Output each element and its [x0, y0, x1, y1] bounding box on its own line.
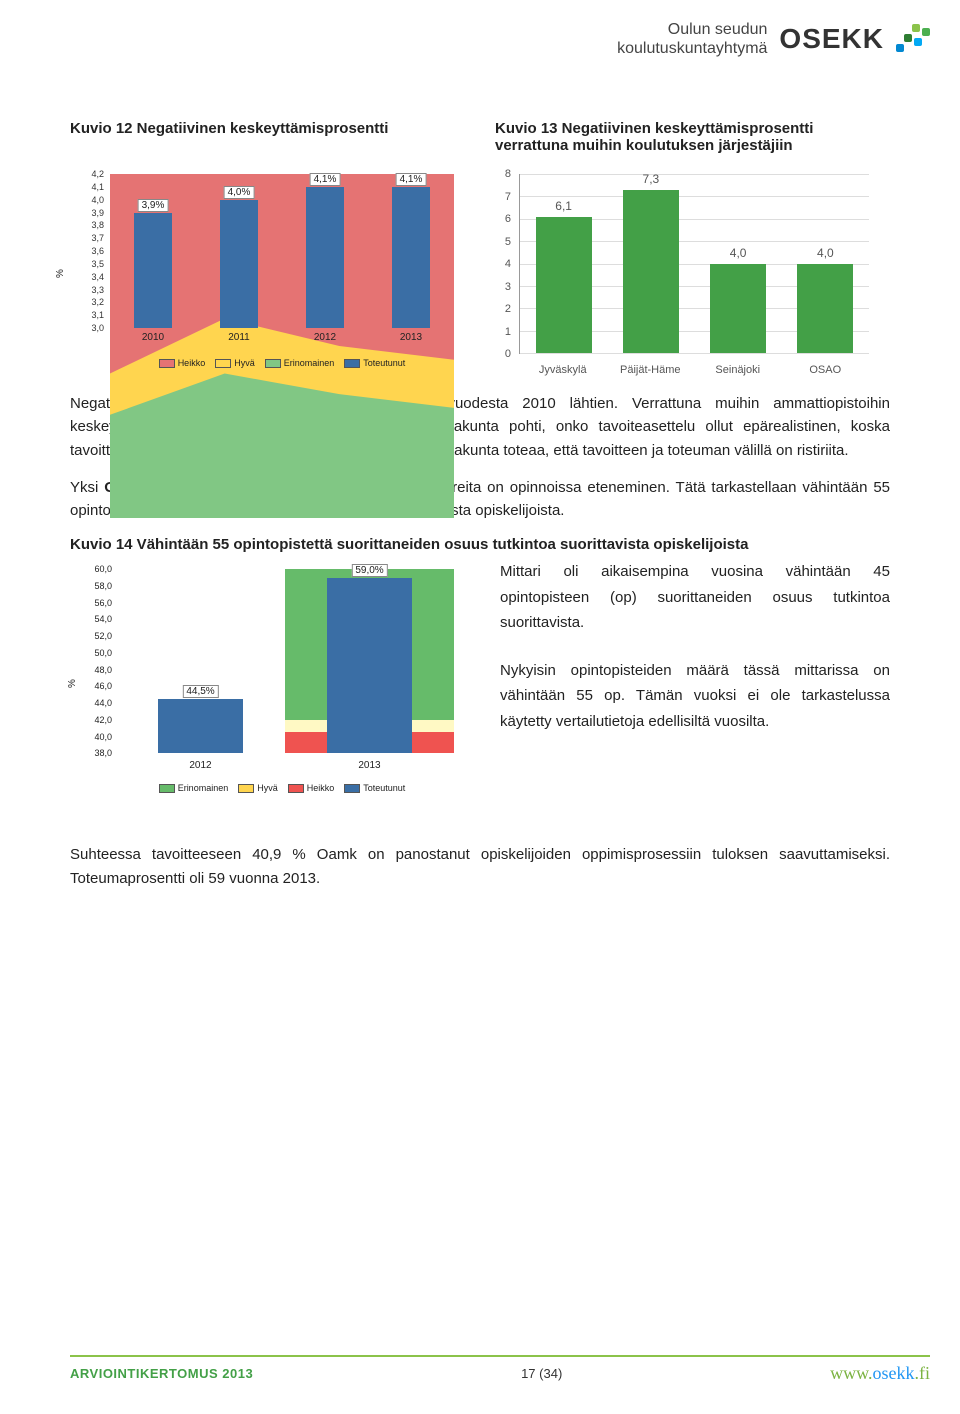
kuvio13-ytick: 3 [505, 281, 511, 293]
kuvio14-title: Kuvio 14 Vähintään 55 opintopistettä suo… [70, 536, 890, 553]
kuvio14-ytick: 60,0 [94, 564, 112, 574]
kuvio12-ytick: 3,6 [91, 246, 104, 256]
kuvio13-chart: 8 7 6 5 4 3 2 1 0 6,1 7,3 4,0 4,0 JyväskyläPäijät-H… [495, 168, 875, 378]
kuvio13-ytick: 1 [505, 326, 511, 338]
kuvio12-bar-label: 4,1% [396, 173, 427, 186]
kuvio14-ylabel: % [67, 679, 78, 688]
logo-dots-icon [890, 24, 930, 54]
kuvio12-xtick: 2011 [196, 332, 282, 346]
kuvio14-legend-item: Erinomainen [159, 783, 229, 793]
kuvio13-bar: 6,1 [536, 217, 592, 353]
kuvio13-title: Kuvio 13 Negatiivinen keskeyttämisprosen… [495, 120, 890, 154]
kuvio13-ytick: 7 [505, 191, 511, 203]
kuvio13-xtick: Päijät-Häme [607, 364, 695, 376]
side-paragraph-1: Mittari oli aikaisempina vuosina vähintä… [500, 559, 890, 636]
footer-url-name: osekk [873, 1363, 915, 1383]
kuvio14-xtick: 2012 [116, 760, 285, 771]
kuvio14-ytick: 58,0 [94, 581, 112, 591]
kuvio12-title: Kuvio 12 Negatiivinen keskeyttämisprosen… [70, 120, 465, 137]
kuvio12-ytick: 3,2 [91, 297, 104, 307]
footer-url-prefix: www. [830, 1363, 872, 1383]
kuvio12-bar: 4,1% [306, 187, 344, 328]
footer-center: 17 (34) [521, 1366, 562, 1381]
kuvio12-ylabel: % [55, 269, 66, 278]
kuvio12-ytick: 3,1 [91, 310, 104, 320]
paragraph-3: Suhteessa tavoitteeseen 40,9 % Oamk on p… [70, 843, 890, 890]
kuvio14-ytick: 56,0 [94, 598, 112, 608]
kuvio14-bar: 44,5% [158, 699, 243, 753]
kuvio12-ytick: 3,4 [91, 272, 104, 282]
kuvio13-xtick: Seinäjoki [694, 364, 782, 376]
kuvio12-legend-item: Toteutunut [344, 358, 405, 368]
kuvio14-ytick: 44,0 [94, 698, 112, 708]
kuvio13-ytick: 8 [505, 168, 511, 180]
kuvio14-ytick: 50,0 [94, 648, 112, 658]
para2-a: Yksi [70, 479, 104, 496]
kuvio13-xtick: Jyväskylä [519, 364, 607, 376]
logo: OSEKK [779, 23, 930, 55]
kuvio13-bar: 4,0 [710, 264, 766, 354]
kuvio13-bar-label: 7,3 [643, 172, 660, 186]
org-line2: koulutuskuntayhtymä [617, 39, 767, 58]
kuvio13-bar: 4,0 [797, 264, 853, 354]
org-name: Oulun seudun koulutuskuntayhtymä [617, 20, 767, 58]
logo-text: OSEKK [779, 23, 884, 55]
kuvio14-legend-item: Hyvä [238, 783, 278, 793]
kuvio14-bar: 59,0% [327, 578, 412, 754]
kuvio14-ytick: 48,0 [94, 665, 112, 675]
kuvio13-ytick: 2 [505, 303, 511, 315]
kuvio14-ytick: 40,0 [94, 732, 112, 742]
kuvio13-ytick: 4 [505, 258, 511, 270]
page-header: Oulun seudun koulutuskuntayhtymä OSEKK [617, 20, 930, 58]
side-paragraph-2: Nykyisin opintopisteiden määrä tässä mit… [500, 658, 890, 735]
kuvio12-bar: 3,9% [134, 213, 172, 329]
org-line1: Oulun seudun [617, 20, 767, 39]
kuvio13-bar-label: 6,1 [555, 199, 572, 213]
kuvio12-ytick: 4,2 [91, 169, 104, 179]
kuvio13-ytick: 0 [505, 348, 511, 360]
kuvio14-ytick: 42,0 [94, 715, 112, 725]
kuvio12-ytick: 3,7 [91, 233, 104, 243]
kuvio12-chart: % 4,24,14,03,93,83,73,63,53,43,33,23,13,… [70, 168, 460, 368]
kuvio12-xtick: 2013 [368, 332, 454, 346]
kuvio14-ytick: 46,0 [94, 681, 112, 691]
kuvio13-ytick: 5 [505, 236, 511, 248]
kuvio12-legend-item: Erinomainen [265, 358, 335, 368]
kuvio12-xtick: 2010 [110, 332, 196, 346]
kuvio12-bar-label: 3,9% [138, 199, 169, 212]
kuvio14-bar-label: 59,0% [351, 564, 387, 577]
kuvio14-ytick: 52,0 [94, 631, 112, 641]
kuvio13-bar-label: 4,0 [817, 246, 834, 260]
page-footer: ARVIOINTIKERTOMUS 2013 17 (34) www.osekk… [70, 1355, 930, 1384]
kuvio14-bar-label: 44,5% [182, 685, 218, 698]
footer-url: www.osekk.fi [830, 1363, 930, 1384]
kuvio14-legend-item: Toteutunut [344, 783, 405, 793]
kuvio12-ytick: 3,5 [91, 259, 104, 269]
kuvio13-xtick: OSAO [782, 364, 870, 376]
kuvio12-ytick: 4,1 [91, 182, 104, 192]
kuvio13-ytick: 6 [505, 213, 511, 225]
kuvio12-ytick: 3,0 [91, 323, 104, 333]
kuvio12-legend-item: Hyvä [215, 358, 255, 368]
footer-left: ARVIOINTIKERTOMUS 2013 [70, 1366, 253, 1381]
kuvio12-ytick: 3,3 [91, 285, 104, 295]
kuvio12-xtick: 2012 [282, 332, 368, 346]
kuvio12-bar-label: 4,0% [224, 186, 255, 199]
kuvio13-bar: 7,3 [623, 190, 679, 353]
kuvio14-legend-item: Heikko [288, 783, 335, 793]
kuvio12-legend-item: Heikko [159, 358, 206, 368]
kuvio14-xtick: 2013 [285, 760, 454, 771]
kuvio13-bar-label: 4,0 [730, 246, 747, 260]
kuvio14-ytick: 54,0 [94, 614, 112, 624]
kuvio12-ytick: 3,9 [91, 208, 104, 218]
kuvio12-bar-label: 4,1% [310, 173, 341, 186]
kuvio12-bar: 4,0% [220, 200, 258, 328]
kuvio14-ytick: 38,0 [94, 748, 112, 758]
footer-url-suffix: .fi [915, 1363, 931, 1383]
kuvio12-ytick: 3,8 [91, 220, 104, 230]
kuvio14-chart: % 60,0 58,0 56,0 54,0 52,0 50,0 48,0 46,0 44,0 42… [70, 563, 460, 793]
kuvio12-bar: 4,1% [392, 187, 430, 328]
kuvio12-ytick: 4,0 [91, 195, 104, 205]
